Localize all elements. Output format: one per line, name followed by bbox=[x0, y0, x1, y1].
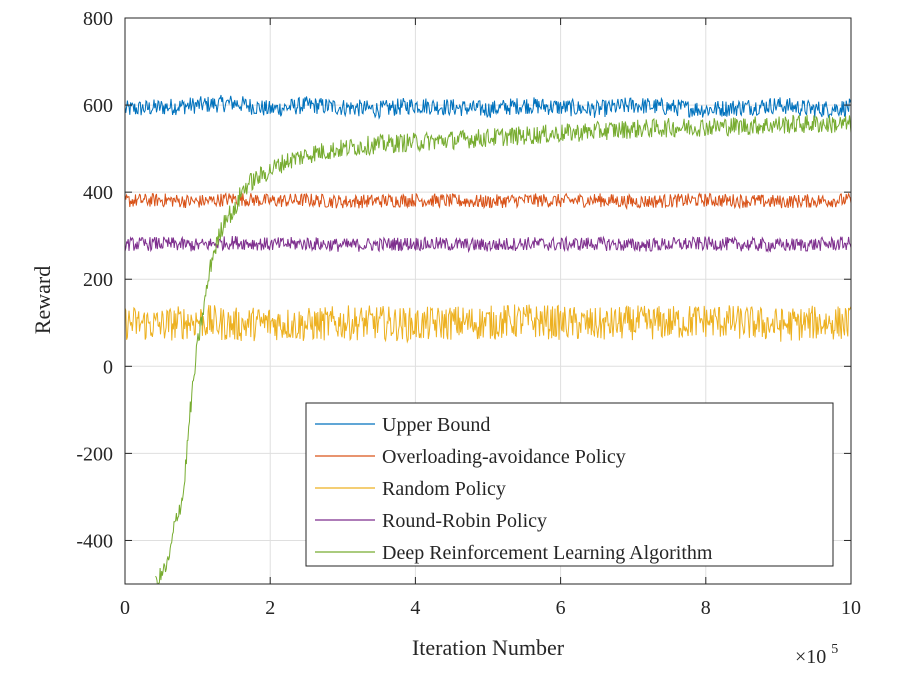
axes bbox=[124, 17, 852, 585]
x-tick-label: 2 bbox=[265, 597, 275, 619]
series-line-2 bbox=[125, 304, 851, 344]
x-tick-label: 10 bbox=[841, 597, 861, 619]
x-axis-multiplier: ×10 5 bbox=[795, 642, 838, 668]
y-tick-label: 800 bbox=[83, 8, 113, 30]
y-tick-label: 0 bbox=[103, 356, 113, 378]
y-tick-label: -200 bbox=[76, 443, 113, 465]
series-line-0 bbox=[125, 94, 851, 120]
legend-label: Upper Bound bbox=[382, 414, 490, 436]
y-tick-label: 400 bbox=[83, 182, 113, 204]
legend-label: Round-Robin Policy bbox=[382, 510, 547, 532]
series-line-4 bbox=[155, 114, 851, 584]
axes-box bbox=[124, 17, 852, 585]
x-axis-label: Iteration Number bbox=[412, 635, 565, 660]
x-tick-label: 4 bbox=[410, 597, 420, 619]
y-tick-label: 200 bbox=[83, 269, 113, 291]
x-axis-multiplier-exponent: 5 bbox=[831, 642, 838, 657]
x-axis-multiplier-base: ×10 bbox=[795, 646, 826, 668]
tick-labels: 0 2 4 6 8 10 -400 -200 0 200 400 600 800 bbox=[76, 8, 861, 619]
series-layer bbox=[125, 94, 851, 584]
legend-label: Overloading-avoidance Policy bbox=[382, 446, 626, 468]
y-tick-label: -400 bbox=[76, 530, 113, 552]
series-line-3 bbox=[125, 235, 851, 254]
legend-label: Deep Reinforcement Learning Algorithm bbox=[382, 542, 713, 564]
x-tick-label: 8 bbox=[701, 597, 711, 619]
legend-box bbox=[305, 402, 834, 567]
y-axis-label: Reward bbox=[30, 266, 55, 334]
x-tick-label: 0 bbox=[120, 597, 130, 619]
series-line-1 bbox=[125, 192, 851, 211]
y-tick-label: 600 bbox=[83, 95, 113, 117]
legend: Upper Bound Overloading-avoidance Policy R… bbox=[305, 402, 834, 567]
x-tick-label: 6 bbox=[556, 597, 566, 619]
legend-label: Random Policy bbox=[382, 478, 506, 500]
